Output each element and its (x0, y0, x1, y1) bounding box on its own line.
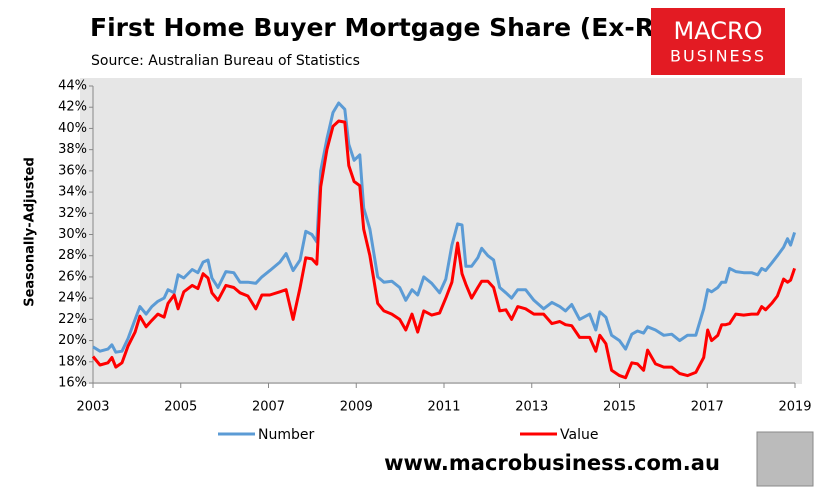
x-tick-label: 2017 (691, 400, 724, 415)
x-tick-label: 2003 (76, 400, 109, 415)
y-tick-label: 40% (58, 121, 87, 136)
y-tick-label: 32% (58, 206, 87, 221)
x-tick-label: 2011 (427, 400, 460, 415)
x-tick-label: 2015 (603, 400, 636, 415)
y-tick-label: 36% (58, 163, 87, 178)
logo-box (651, 8, 785, 75)
footer-url: www.macrobusiness.com.au (384, 451, 720, 475)
y-tick-label: 20% (58, 333, 87, 348)
y-tick-label: 34% (58, 185, 87, 200)
x-tick-label: 2013 (515, 400, 548, 415)
y-tick-label: 18% (58, 354, 87, 369)
y-tick-label: 42% (58, 100, 87, 115)
y-tick-label: 38% (58, 142, 87, 157)
data-line (92, 101, 797, 354)
y-tick-label: 22% (58, 312, 87, 327)
y-axis-label: Seasonally-Adjusted (23, 157, 38, 307)
y-tick-label: 24% (58, 291, 87, 306)
y-tick-label: 16% (58, 376, 87, 391)
x-tick-label: 2005 (164, 400, 197, 415)
y-tick-label: 30% (58, 227, 87, 242)
logo-icon (756, 431, 814, 487)
data-line (91, 119, 797, 380)
chart-subtitle: Source: Australian Bureau of Statistics (91, 53, 360, 69)
legend-label: Number (258, 427, 314, 443)
y-tick-label: 26% (58, 269, 87, 284)
logo-text: BUSINESS (670, 47, 766, 66)
x-tick-label: 2019 (778, 400, 811, 415)
legend-label: Value (560, 427, 598, 443)
logo-text: MACRO (673, 17, 762, 45)
plot-area (80, 78, 802, 384)
y-tick-label: 44% (58, 79, 87, 94)
chart-title: First Home Buyer Mortgage Share (Ex-Refi… (90, 13, 701, 42)
x-tick-label: 2009 (340, 400, 373, 415)
x-tick-label: 2007 (252, 400, 285, 415)
y-tick-label: 28% (58, 248, 87, 263)
